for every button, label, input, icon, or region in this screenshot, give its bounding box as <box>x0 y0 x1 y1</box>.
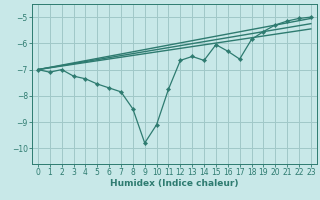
X-axis label: Humidex (Indice chaleur): Humidex (Indice chaleur) <box>110 179 239 188</box>
